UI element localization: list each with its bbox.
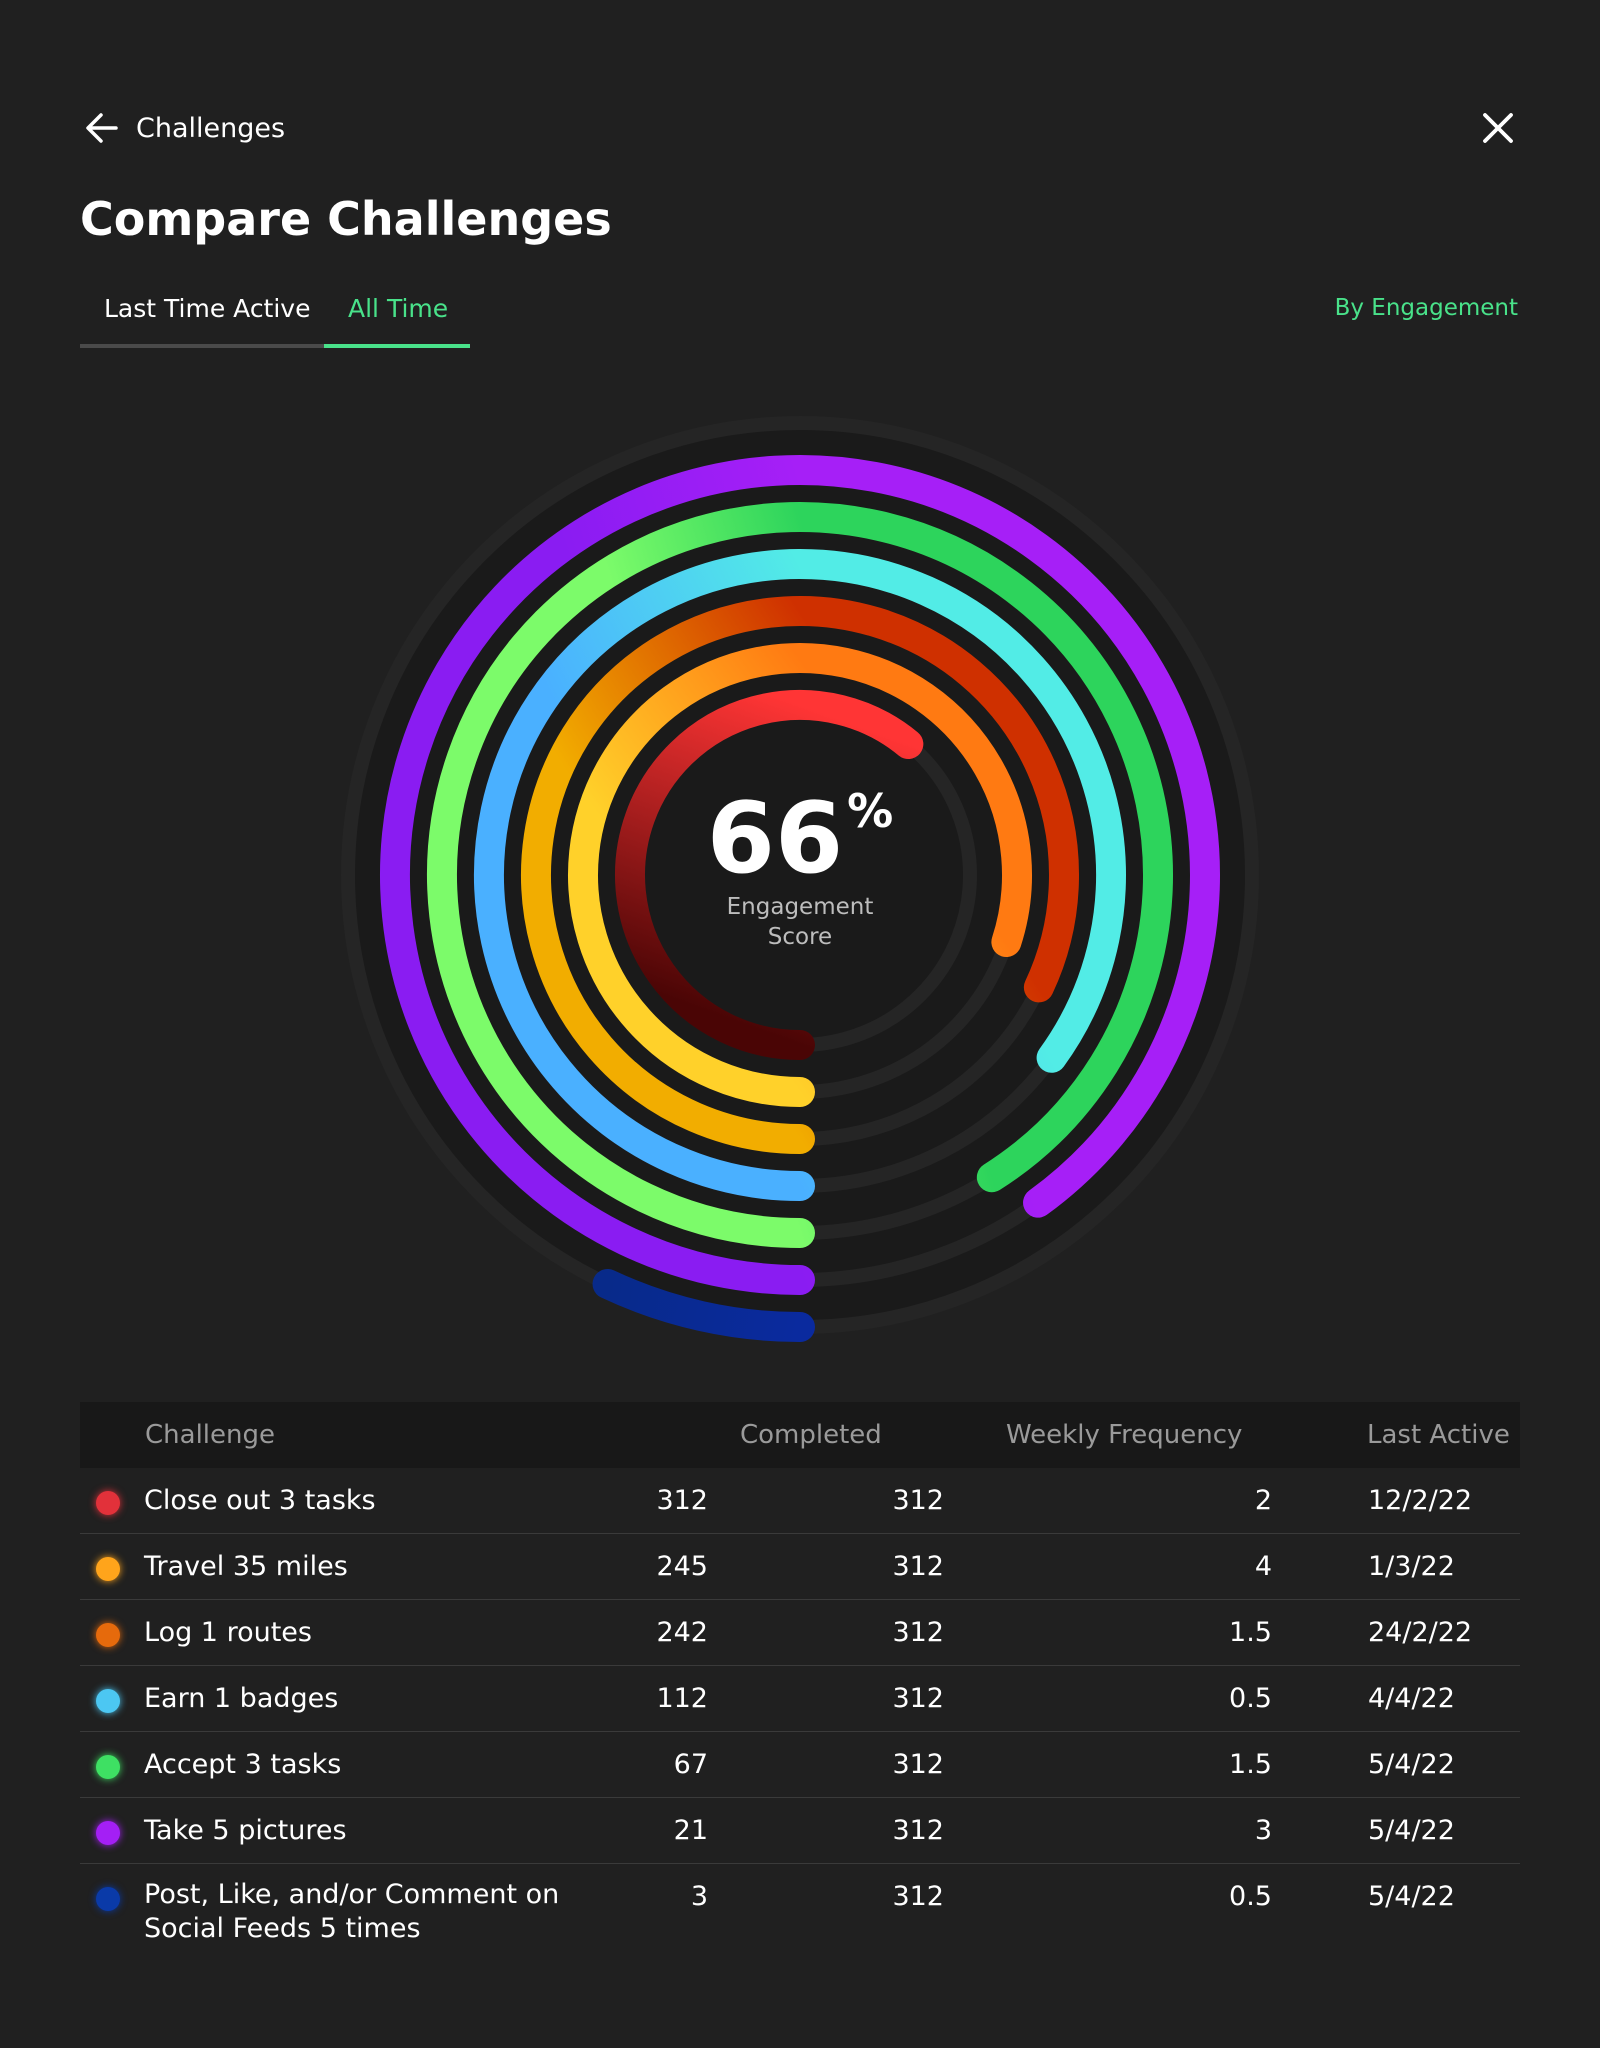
top-bar: Challenges [80, 106, 1520, 150]
weekly-frequency-value: 4 [1254, 1551, 1272, 1582]
close-icon [1483, 113, 1513, 143]
column-header-challenge[interactable]: Challenge [145, 1420, 275, 1450]
weekly-frequency-value: 0.5 [1229, 1881, 1272, 1912]
tab-bar: Last Time Active All Time [80, 288, 470, 348]
challenge-color-dot [96, 1623, 120, 1647]
back-label: Challenges [136, 112, 286, 144]
table-row[interactable]: Take 5 pictures 21 312 3 5/4/22 [80, 1798, 1520, 1864]
completed-value: 312 [892, 1815, 944, 1846]
last-active-value: 24/2/22 [1368, 1617, 1473, 1648]
table-row[interactable]: Post, Like, and/or Comment on Social Fee… [80, 1864, 1520, 1954]
challenge-count: 112 [656, 1683, 708, 1714]
challenge-count: 3 [690, 1881, 708, 1912]
last-active-value: 5/4/22 [1368, 1815, 1455, 1846]
last-active-value: 4/4/22 [1368, 1683, 1455, 1714]
weekly-frequency-value: 0.5 [1229, 1683, 1272, 1714]
sort-by-engagement-link[interactable]: By Engagement [1334, 295, 1518, 321]
challenge-count: 67 [673, 1749, 708, 1780]
table-row[interactable]: Accept 3 tasks 67 312 1.5 5/4/22 [80, 1732, 1520, 1798]
challenge-count: 245 [656, 1551, 708, 1582]
active-tab-indicator [324, 344, 470, 348]
close-button[interactable] [1476, 106, 1520, 150]
challenge-name: Accept 3 tasks [144, 1749, 342, 1780]
challenge-name: Earn 1 badges [144, 1683, 339, 1714]
challenge-color-dot [96, 1887, 120, 1911]
challenge-color-dot [96, 1755, 120, 1779]
challenge-name: Take 5 pictures [144, 1815, 347, 1846]
back-button[interactable]: Challenges [80, 106, 285, 150]
completed-value: 312 [892, 1485, 944, 1516]
challenges-table: Challenge Completed Weekly Frequency Las… [80, 1402, 1520, 1954]
challenge-name: Travel 35 miles [144, 1551, 348, 1582]
tab-all-time[interactable]: All Time [348, 294, 449, 323]
table-row[interactable]: Close out 3 tasks 312 312 2 12/2/22 [80, 1468, 1520, 1534]
page-title: Compare Challenges [80, 192, 612, 246]
completed-value: 312 [892, 1683, 944, 1714]
challenge-color-dot [96, 1491, 120, 1515]
weekly-frequency-value: 1.5 [1229, 1749, 1272, 1780]
engagement-score-label: Engagement Score [726, 894, 874, 950]
challenge-name: Log 1 routes [144, 1617, 312, 1648]
challenge-name: Post, Like, and/or Comment on Social Fee… [144, 1879, 560, 1944]
weekly-frequency-value: 2 [1254, 1485, 1272, 1516]
last-active-value: 1/3/22 [1368, 1551, 1455, 1582]
challenge-color-dot [96, 1689, 120, 1713]
completed-value: 312 [892, 1881, 944, 1912]
challenge-name: Close out 3 tasks [144, 1485, 376, 1516]
weekly-frequency-value: 1.5 [1229, 1617, 1272, 1648]
engagement-score-value: 66% [0, 784, 1600, 888]
table-row[interactable]: Earn 1 badges 112 312 0.5 4/4/22 [80, 1666, 1520, 1732]
tab-last-time-active[interactable]: Last Time Active [104, 294, 311, 323]
last-active-value: 5/4/22 [1368, 1881, 1455, 1912]
completed-value: 312 [892, 1749, 944, 1780]
challenge-color-dot [96, 1821, 120, 1845]
table-row[interactable]: Log 1 routes 242 312 1.5 24/2/22 [80, 1600, 1520, 1666]
table-body: Close out 3 tasks 312 312 2 12/2/22 Travel 35… [80, 1468, 1520, 1954]
table-row[interactable]: Travel 35 miles 245 312 4 1/3/22 [80, 1534, 1520, 1600]
completed-value: 312 [892, 1617, 944, 1648]
column-header-weekly-frequency[interactable]: Weekly Frequency [1006, 1420, 1243, 1450]
challenge-color-dot [96, 1557, 120, 1581]
last-active-value: 5/4/22 [1368, 1749, 1455, 1780]
column-header-last-active[interactable]: Last Active [1367, 1420, 1510, 1450]
table-header: Challenge Completed Weekly Frequency Las… [80, 1402, 1520, 1468]
score-unit: % [847, 784, 894, 838]
challenge-count: 312 [656, 1485, 708, 1516]
weekly-frequency-value: 3 [1254, 1815, 1272, 1846]
challenge-count: 21 [673, 1815, 708, 1846]
column-header-completed[interactable]: Completed [740, 1420, 882, 1450]
completed-value: 312 [892, 1551, 944, 1582]
last-active-value: 12/2/22 [1368, 1485, 1473, 1516]
tab-bar-divider [80, 344, 470, 348]
challenge-count: 242 [656, 1617, 708, 1648]
score-number: 66 [706, 782, 844, 896]
arrow-left-icon [86, 113, 118, 143]
series-arc-7[interactable] [592, 1268, 815, 1342]
